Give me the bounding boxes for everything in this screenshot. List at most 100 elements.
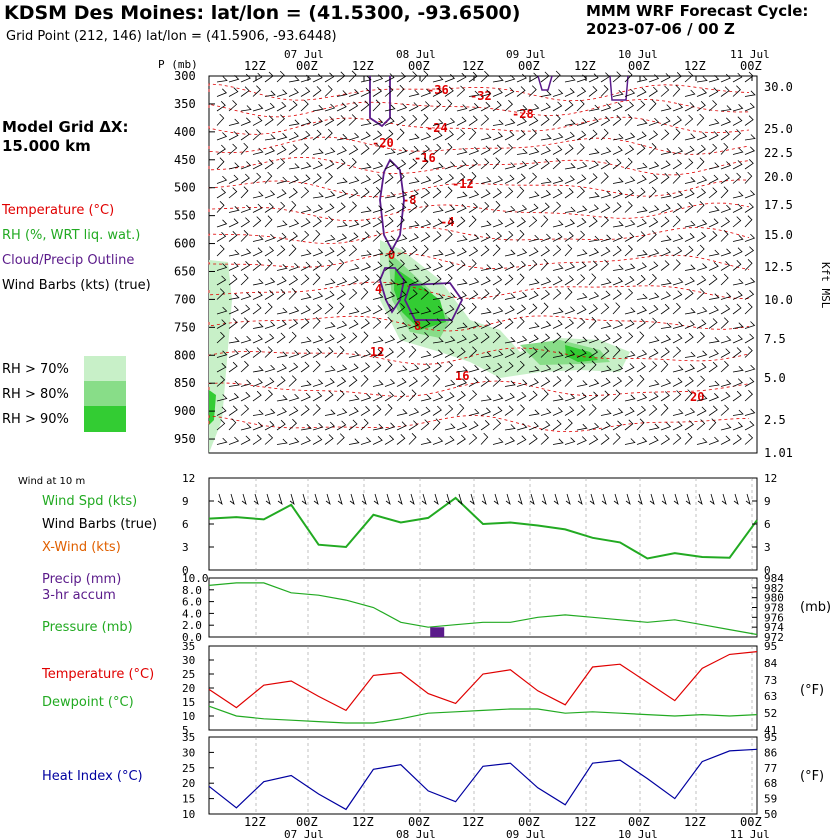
wind-barb — [720, 335, 732, 344]
wind-barb — [372, 361, 382, 373]
wind-barb — [240, 379, 252, 387]
wind-barb — [252, 260, 262, 271]
wind-barb — [636, 362, 646, 373]
legend-rh80: RH > 80% — [2, 387, 69, 402]
height-tick-label: 10.0 — [764, 293, 793, 307]
wind-barb — [672, 377, 683, 387]
wind-barb — [228, 249, 240, 257]
wind-barb — [636, 144, 646, 155]
wind-barb — [324, 334, 335, 344]
temp-c-tick-label: 5 — [182, 724, 189, 737]
wind-barb — [540, 289, 551, 300]
wind-barb — [636, 218, 647, 228]
wind-barb — [528, 378, 539, 387]
wind-barb — [432, 118, 444, 126]
wind-barb — [600, 434, 610, 445]
wind-barb — [264, 171, 273, 184]
wind-barb — [300, 349, 311, 358]
wind-barb — [504, 249, 516, 257]
wind-barb — [408, 245, 418, 257]
legend-wind-speed: Wind Spd (kts) — [42, 494, 138, 509]
wind-barb — [420, 406, 431, 416]
wind-barb — [312, 217, 322, 228]
wind-barb — [288, 375, 297, 387]
wind-barb — [504, 174, 515, 184]
wind-barb — [696, 288, 705, 300]
wind-tick-label-right: 12 — [764, 472, 777, 485]
wind-barb — [468, 146, 480, 155]
wind-barb — [348, 351, 360, 358]
wind-barb — [732, 247, 743, 257]
wind-barb — [216, 144, 226, 155]
wind-barb — [576, 161, 588, 170]
wind-barb — [648, 86, 658, 97]
wind-barb — [636, 206, 648, 213]
time-tick-label-bottom: 12Z — [352, 815, 374, 829]
wind-barb — [372, 143, 381, 155]
isotherm-label: 20 — [690, 390, 704, 404]
wind-barb — [696, 244, 705, 257]
surface-wind-barb — [385, 493, 391, 506]
wind-barb — [564, 406, 575, 416]
wind-barb — [540, 277, 552, 286]
wind-barb — [684, 376, 694, 387]
wind-barb — [720, 230, 729, 242]
isotherm-label: -36 — [427, 83, 449, 97]
wind-tick-label-right: 6 — [764, 518, 771, 531]
wind-barb — [396, 103, 408, 112]
wind-barb — [564, 88, 575, 97]
wind-barb — [456, 322, 468, 329]
precip-tick-label: 0.0 — [182, 631, 202, 644]
wind-barb — [636, 131, 647, 141]
wind-barb — [732, 203, 743, 213]
wind-barb — [360, 318, 370, 329]
time-tick-label-top: 00Z — [740, 59, 762, 73]
wind-barb — [288, 331, 297, 344]
wind-barb — [348, 394, 360, 402]
wind-barb — [480, 220, 492, 228]
wind-barb — [600, 321, 612, 329]
wind-barb — [660, 104, 672, 112]
wind-barb — [732, 191, 744, 199]
wind-barb — [492, 76, 504, 83]
isotherm-line — [208, 380, 750, 397]
wind-barb — [216, 437, 228, 445]
wind-barb — [684, 351, 696, 358]
wind-barb — [576, 143, 585, 155]
wind-barb — [216, 219, 228, 228]
wind-barb — [588, 173, 598, 184]
wind-barb — [276, 395, 288, 402]
wind-barb — [360, 275, 370, 286]
wind-barb — [444, 292, 456, 300]
wind-barb — [396, 203, 407, 213]
wind-barb — [684, 102, 695, 112]
wind-barb — [240, 105, 252, 112]
wind-barb — [324, 159, 335, 170]
wind-barb — [504, 162, 516, 170]
wind-barb — [312, 260, 322, 271]
wind-barb — [252, 378, 263, 387]
wind-barb — [576, 99, 585, 112]
wind-barb — [468, 103, 480, 112]
wind-barb — [360, 175, 371, 184]
wind-barb — [732, 334, 743, 344]
wind-tick-label: 0 — [182, 564, 189, 577]
wind-barb — [552, 132, 564, 141]
wind-barb — [600, 346, 610, 358]
wind-barb — [252, 160, 263, 170]
time-tick-label-top: 12Z — [352, 59, 374, 73]
wind-barb — [708, 100, 718, 112]
wind-barb — [540, 389, 549, 402]
wind-barb — [288, 244, 297, 257]
wind-barb — [624, 263, 636, 271]
isotherm-line — [208, 156, 750, 176]
precip-tick-label: 2.0 — [182, 619, 202, 632]
wind-barb — [492, 231, 503, 242]
wind-barb — [396, 390, 406, 402]
wind-barb — [612, 345, 621, 358]
wind-barb — [612, 389, 621, 402]
isotherm-label: -32 — [470, 89, 492, 103]
wind-barb — [480, 158, 490, 170]
wind-barb — [528, 103, 540, 112]
wind-barb — [564, 187, 574, 199]
